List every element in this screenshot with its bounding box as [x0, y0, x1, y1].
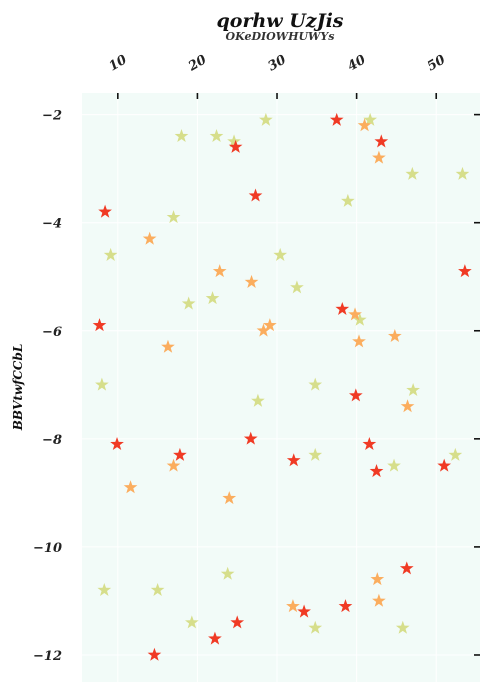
data-point	[92, 318, 107, 332]
data-point	[212, 264, 227, 278]
data-point	[405, 166, 420, 180]
data-points	[92, 112, 472, 661]
data-point	[147, 647, 162, 661]
data-point	[208, 631, 222, 645]
data-point	[372, 593, 386, 607]
data-point	[374, 134, 389, 148]
data-point	[308, 447, 323, 461]
x-tick-label: 50	[425, 52, 448, 74]
chart-subtitle: OKeDIOWHUWYs	[226, 30, 335, 43]
data-point	[297, 604, 311, 618]
data-point	[251, 393, 265, 407]
data-point	[387, 328, 402, 342]
data-point	[400, 399, 415, 413]
y-tick-label: −4	[42, 217, 62, 232]
data-point	[110, 437, 124, 451]
data-point	[290, 280, 304, 294]
data-point	[142, 231, 157, 245]
chart-title: qorhw UzJis	[216, 10, 343, 32]
data-point	[166, 458, 181, 472]
data-point	[259, 112, 273, 126]
data-point	[308, 620, 323, 634]
data-point	[222, 491, 237, 505]
data-point	[256, 323, 271, 337]
data-point	[205, 291, 220, 305]
data-point	[406, 383, 420, 397]
data-point	[335, 301, 350, 315]
y-tick-label: −2	[42, 109, 62, 124]
data-point	[329, 112, 344, 126]
data-point	[185, 615, 199, 629]
plot-area	[82, 93, 480, 682]
data-point	[352, 334, 366, 348]
data-point	[123, 480, 138, 494]
data-point	[455, 166, 470, 180]
data-point	[362, 437, 377, 451]
data-point	[103, 247, 118, 261]
x-tick-label: 30	[266, 52, 289, 74]
data-point	[273, 247, 288, 261]
y-tick-label: −12	[33, 649, 62, 664]
data-point	[286, 599, 300, 613]
y-tick-label: −6	[42, 325, 62, 340]
x-tick-label: 20	[185, 52, 209, 75]
data-point	[161, 339, 175, 353]
data-point	[286, 453, 301, 467]
data-point	[348, 388, 363, 402]
data-point	[357, 118, 372, 132]
data-point	[437, 458, 452, 472]
data-point	[352, 312, 367, 326]
data-point	[244, 274, 259, 288]
data-point	[369, 464, 384, 478]
data-point	[370, 572, 385, 586]
data-point	[209, 129, 224, 143]
data-point	[220, 566, 235, 580]
data-point	[363, 112, 377, 126]
data-point	[263, 318, 277, 332]
data-point	[166, 210, 181, 224]
data-point	[308, 377, 323, 391]
data-point	[174, 129, 189, 143]
data-point	[181, 296, 196, 310]
data-point	[97, 582, 112, 596]
data-point	[338, 599, 353, 613]
data-point	[348, 307, 362, 321]
data-point	[248, 188, 263, 202]
data-point	[228, 139, 243, 153]
y-tick-label: −10	[33, 541, 62, 556]
data-point	[227, 134, 241, 148]
data-point	[458, 264, 472, 278]
data-point	[372, 150, 386, 164]
data-point	[150, 582, 165, 596]
data-point	[341, 193, 355, 207]
data-point	[173, 447, 187, 461]
data-point	[448, 447, 463, 461]
y-tick-label: −8	[42, 433, 62, 448]
data-point	[243, 431, 258, 445]
data-point	[395, 620, 410, 634]
data-point	[95, 377, 109, 391]
y-axis-label: BBVtwfCCbL	[11, 344, 25, 432]
grid	[82, 93, 480, 682]
x-tick-label: 10	[106, 52, 129, 74]
data-point	[98, 204, 112, 218]
data-point	[230, 615, 245, 629]
data-point	[387, 458, 401, 472]
x-tick-label: 40	[345, 52, 368, 74]
data-point	[399, 561, 414, 575]
